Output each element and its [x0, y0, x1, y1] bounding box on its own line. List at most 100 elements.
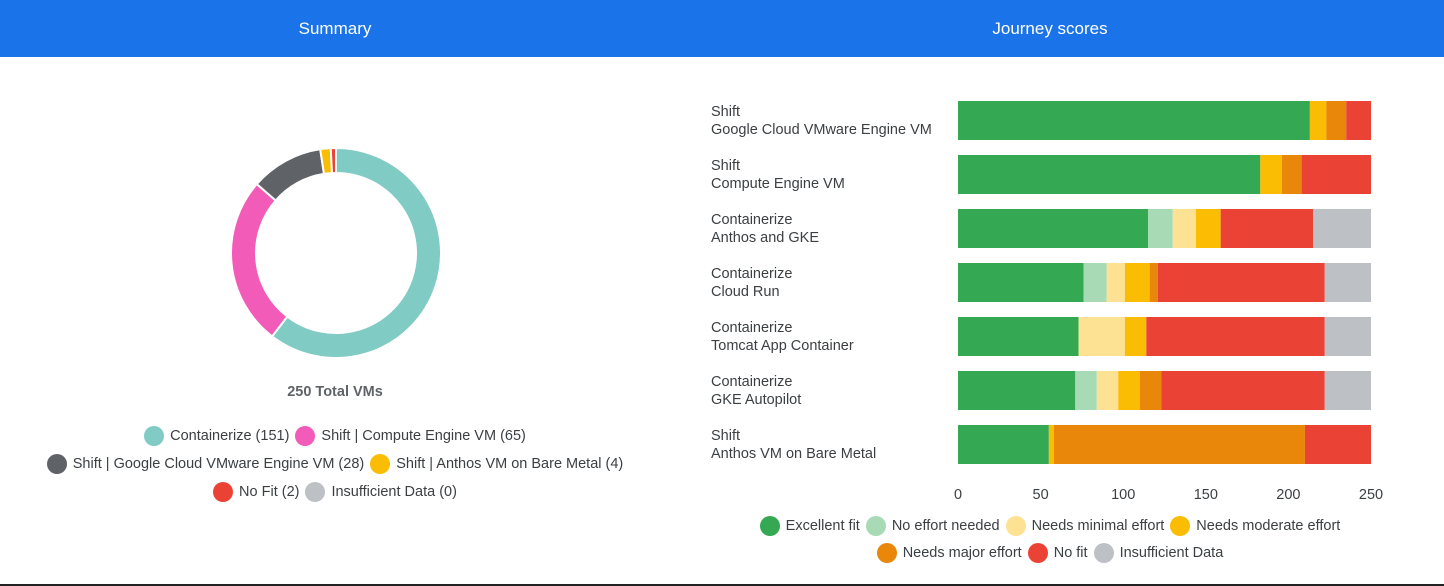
legend-swatch: [1170, 516, 1191, 536]
donut-legend-row-2: Shift | Google Cloud VMware Engine VM (2…: [0, 454, 670, 478]
legend-label: Needs minimal effort: [1031, 518, 1165, 534]
legend-label: No fit: [1053, 545, 1088, 561]
bar-segment-needs-moderate-effort[interactable]: [1195, 209, 1221, 248]
category-label: Containerize GKE Autopilot: [711, 374, 801, 408]
donut-legend-row-3: No Fit (2) Insufficient Data (0): [0, 482, 670, 506]
x-tick-label: 150: [1194, 487, 1218, 503]
legend-item-shift-compute-engine-vm[interactable]: Shift | Compute Engine VM (65): [295, 426, 526, 446]
journey-scores-title: Journey scores: [992, 19, 1108, 38]
bar-segment-needs-minimal-effort[interactable]: [1172, 209, 1196, 248]
summary-title: Summary: [298, 19, 372, 38]
legend-item-excellent-fit[interactable]: Excellent fit: [759, 516, 860, 536]
legend-label: Needs moderate effort: [1196, 518, 1341, 534]
bar-segment-no-fit[interactable]: [1146, 317, 1325, 356]
legend-swatch: [759, 516, 780, 536]
legend-item-needs-minimal-effort[interactable]: Needs minimal effort: [1005, 516, 1165, 536]
bar-segment-needs-minimal-effort[interactable]: [1078, 317, 1125, 356]
legend-item-shift-anthos-vm-on-bare-metal[interactable]: Shift | Anthos VM on Bare Metal (4): [370, 454, 623, 474]
legend-swatch: [46, 454, 67, 474]
bar-segment-insufficient-data[interactable]: [1313, 209, 1371, 248]
bottom-divider: [0, 584, 1444, 586]
donut-legend-row-1: Containerize (151) Shift | Compute Engine…: [0, 426, 670, 450]
x-tick-label: 200: [1276, 487, 1300, 503]
bar-segment-no-fit[interactable]: [1220, 209, 1314, 248]
x-tick-label: 0: [954, 487, 962, 503]
donut-slice-no-fit[interactable]: [329, 147, 337, 175]
bar-segment-needs-major-effort[interactable]: [1149, 263, 1158, 302]
legend-item-needs-moderate-effort[interactable]: Needs moderate effort: [1170, 516, 1340, 536]
bar-segment-excellent-fit[interactable]: [958, 263, 1084, 302]
category-label: Containerize Cloud Run: [711, 266, 792, 300]
legend-swatch: [1093, 543, 1114, 563]
legend-label: Shift | Compute Engine VM (65): [321, 428, 526, 444]
bar-segment-needs-minimal-effort[interactable]: [1096, 371, 1119, 410]
legend-label: Insufficient Data: [1119, 545, 1224, 561]
bar-legend-row-2: Needs major effort No fit Insufficient Dat…: [700, 543, 1400, 567]
category-label: Containerize Anthos and GKE: [711, 212, 819, 246]
bar-segment-excellent-fit[interactable]: [958, 155, 1261, 194]
bar-segment-needs-moderate-effort[interactable]: [1309, 101, 1327, 140]
legend-label: Shift | Anthos VM on Bare Metal (4): [396, 456, 624, 472]
legend-label: No Fit (2): [239, 484, 300, 500]
bar-segment-needs-moderate-effort[interactable]: [1048, 425, 1054, 464]
legend-item-no-fit[interactable]: No Fit (2): [213, 482, 299, 502]
bar-segment-no-fit[interactable]: [1304, 425, 1371, 464]
category-label: Shift Compute Engine VM: [711, 158, 845, 192]
bar-segment-excellent-fit[interactable]: [958, 101, 1310, 140]
header-bar: [0, 0, 1444, 57]
bar-segment-no-fit[interactable]: [1346, 101, 1371, 140]
bar-segment-needs-moderate-effort[interactable]: [1260, 155, 1282, 194]
legend-item-no-fit[interactable]: No fit: [1027, 543, 1088, 563]
legend-label: Excellent fit: [785, 518, 860, 534]
bar-segment-excellent-fit[interactable]: [958, 317, 1079, 356]
bar-segment-no-fit[interactable]: [1157, 263, 1325, 302]
legend-item-needs-major-effort[interactable]: Needs major effort: [876, 543, 1022, 563]
legend-swatch: [295, 426, 316, 446]
bar-segment-no-fit[interactable]: [1161, 371, 1325, 410]
legend-item-insufficient-data[interactable]: Insufficient Data (0): [305, 482, 457, 502]
legend-label: Containerize (151): [170, 428, 290, 444]
legend-swatch: [876, 543, 897, 563]
legend-swatch: [213, 482, 234, 502]
total-vms-label: 250 Total VMs: [287, 384, 383, 400]
journey-scores-bar-chart: Shift Google Cloud VMware Engine VM Shift C…: [711, 101, 1383, 503]
donut-slice-shift-compute-engine-vm[interactable]: [230, 182, 289, 338]
legend-swatch: [144, 426, 165, 446]
bar-segment-needs-moderate-effort[interactable]: [1118, 371, 1140, 410]
legend-item-shift-google-cloud-vmware-engine-vm[interactable]: Shift | Google Cloud VMware Engine VM (2…: [46, 454, 365, 474]
legend-swatch: [865, 516, 886, 536]
bar-segment-no-effort-needed[interactable]: [1147, 209, 1173, 248]
legend-item-containerize[interactable]: Containerize (151): [144, 426, 289, 446]
legend-label: Shift | Google Cloud VMware Engine VM (2…: [72, 456, 365, 472]
bar-segment-excellent-fit[interactable]: [958, 425, 1049, 464]
bar-segment-needs-minimal-effort[interactable]: [1106, 263, 1125, 302]
bar-segment-no-effort-needed[interactable]: [1083, 263, 1107, 302]
legend-swatch: [305, 482, 326, 502]
legend-swatch: [1027, 543, 1048, 563]
summary-donut-chart: [230, 147, 442, 359]
bar-segment-needs-major-effort[interactable]: [1281, 155, 1302, 194]
donut-slice-shift-google-cloud-vmware-engine-vm[interactable]: [255, 148, 326, 202]
category-label: Shift Anthos VM on Bare Metal: [711, 428, 876, 462]
bar-segment-excellent-fit[interactable]: [958, 371, 1076, 410]
legend-label: Needs major effort: [902, 545, 1022, 561]
bar-segment-needs-major-effort[interactable]: [1139, 371, 1162, 410]
bar-segment-excellent-fit[interactable]: [958, 209, 1148, 248]
bar-segment-no-fit[interactable]: [1301, 155, 1371, 194]
legend-swatch: [370, 454, 391, 474]
bar-segment-needs-moderate-effort[interactable]: [1124, 317, 1147, 356]
x-tick-label: 100: [1111, 487, 1135, 503]
legend-item-insufficient-data[interactable]: Insufficient Data: [1093, 543, 1224, 563]
bar-segment-insufficient-data[interactable]: [1324, 371, 1371, 410]
legend-label: No effort needed: [891, 518, 1000, 534]
bar-segment-insufficient-data[interactable]: [1324, 317, 1371, 356]
bar-segment-insufficient-data[interactable]: [1324, 263, 1371, 302]
legend-item-no-effort-needed[interactable]: No effort needed: [865, 516, 1000, 536]
donut-slice-containerize[interactable]: [270, 147, 442, 359]
x-tick-label: 50: [1033, 487, 1049, 503]
x-tick-label: 250: [1359, 487, 1383, 503]
bar-segment-needs-major-effort[interactable]: [1326, 101, 1347, 140]
bar-segment-needs-moderate-effort[interactable]: [1124, 263, 1150, 302]
bar-segment-no-effort-needed[interactable]: [1075, 371, 1097, 410]
bar-segment-needs-major-effort[interactable]: [1053, 425, 1305, 464]
